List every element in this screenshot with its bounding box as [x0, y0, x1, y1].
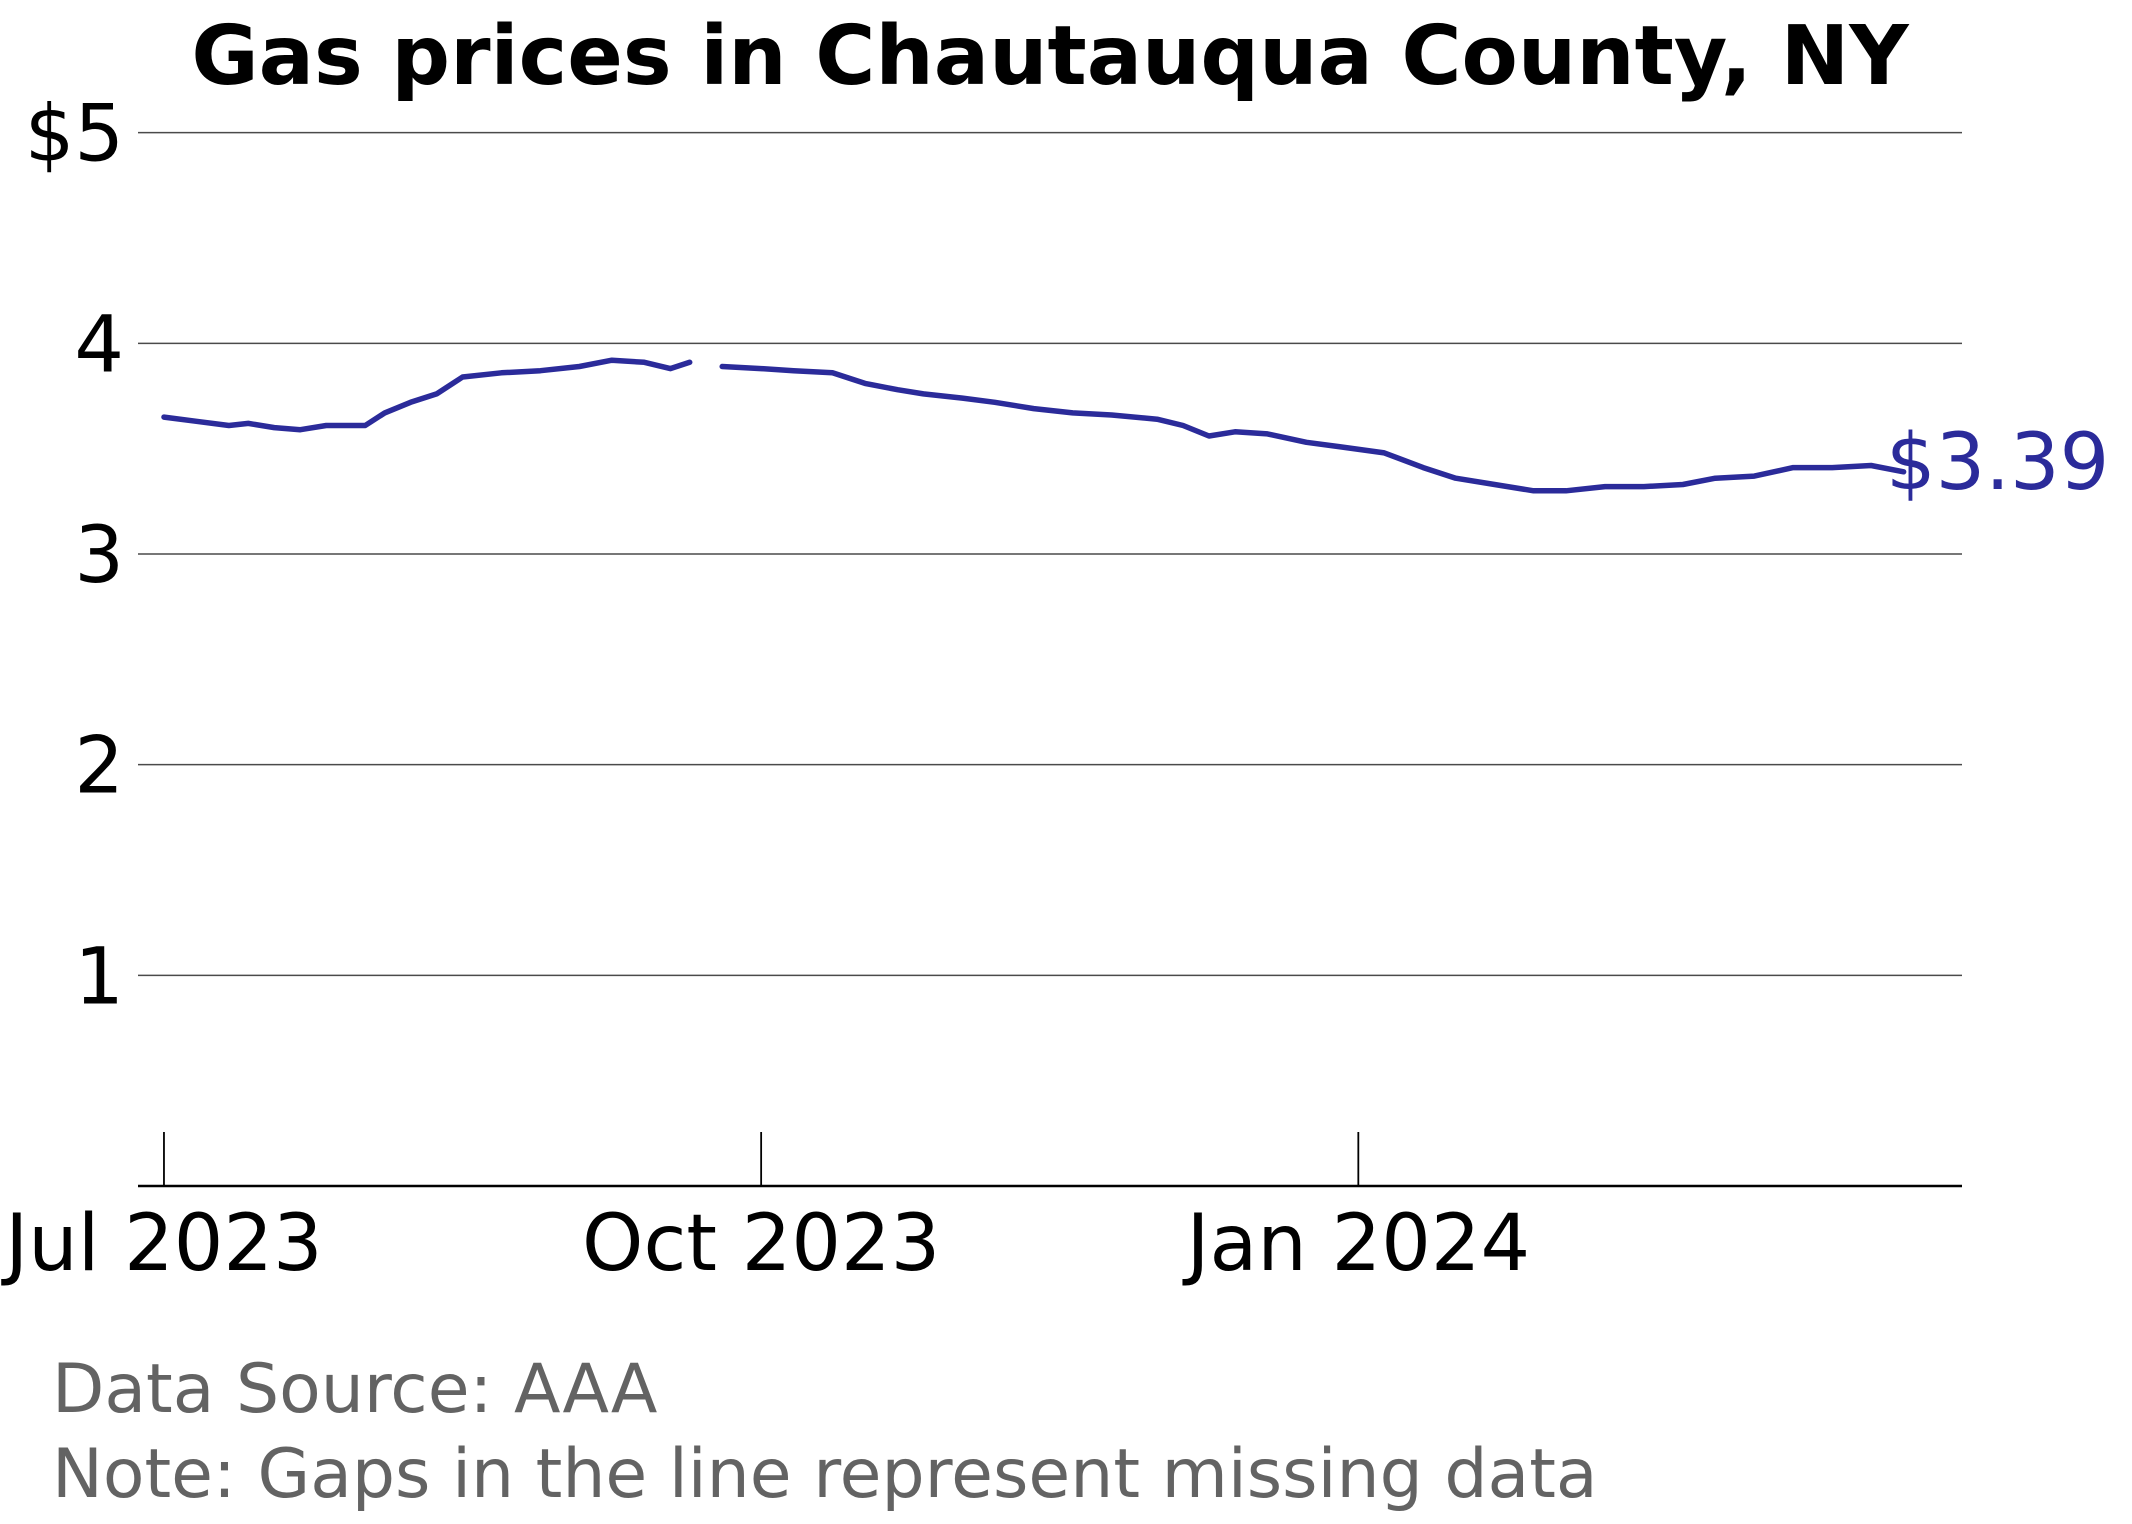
footer-source: Data Source: AAA [52, 1350, 657, 1429]
x-axis-ticks: Jul 2023 Oct 2023 Jan 2024 [0, 1132, 1530, 1289]
series-gas-price [161, 357, 1907, 494]
end-value-label: $3.39 [1886, 418, 2109, 508]
y-tick-label: 2 [74, 722, 124, 812]
chart-title: Gas prices in Chautauqua County, NY [191, 9, 1910, 104]
series-line-segment [161, 357, 693, 433]
y-tick-label: 3 [74, 511, 124, 601]
x-tick-label: Jul 2023 [0, 1199, 322, 1289]
y-axis-ticks: $5 4 3 2 1 [25, 90, 124, 1023]
footer-note: Note: Gaps in the line represent missing… [52, 1435, 1598, 1514]
gridlines [138, 131, 1962, 977]
x-tick-label: Oct 2023 [582, 1199, 940, 1289]
y-tick-label: 1 [74, 932, 124, 1022]
y-tick-label: $5 [25, 90, 124, 180]
x-tick-label: Jan 2024 [1182, 1199, 1531, 1289]
series-line-segment [719, 363, 1907, 494]
y-tick-label: 4 [74, 300, 124, 390]
